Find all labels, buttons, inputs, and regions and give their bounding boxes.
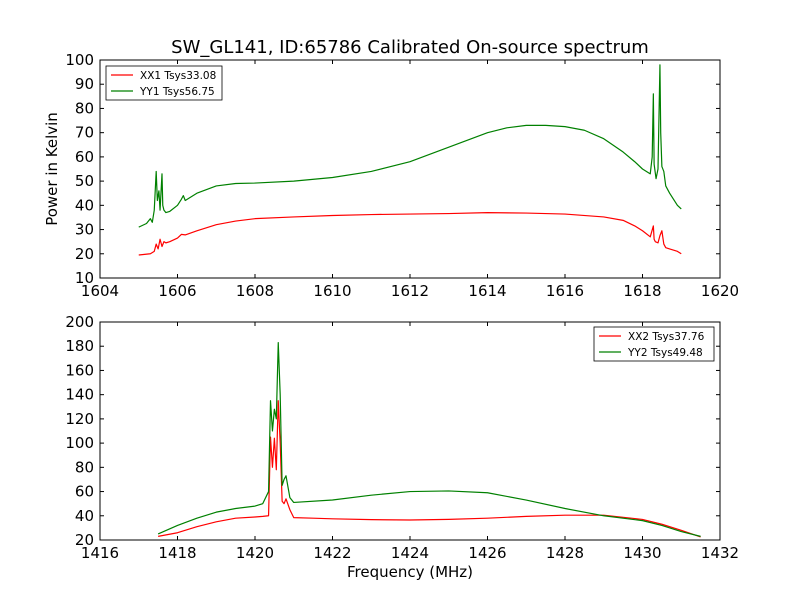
y-tick-label: 70: [75, 124, 94, 142]
figure-title: SW_GL141, ID:65786 Calibrated On-source …: [171, 37, 649, 58]
legend-label: XX2 Tsys37.76: [628, 331, 705, 343]
y-tick-label: 60: [75, 483, 94, 501]
legend-label: XX1 Tsys33.08: [140, 70, 216, 82]
x-tick-label: 1430: [623, 544, 661, 562]
x-tick-label: 1616: [546, 282, 584, 300]
y-tick-label: 160: [65, 361, 94, 379]
y-tick-label: 140: [65, 386, 94, 404]
x-tick-label: 1620: [701, 282, 739, 300]
legend: XX2 Tsys37.76 YY2 Tsys49.48: [593, 326, 715, 362]
x-tick-label: 1422: [313, 544, 351, 562]
bottom-spectrum-panel: 1416 1418 1420 1422 1424 1426 1428 1430 1432 20 40…: [65, 313, 739, 581]
x-axis-label: Frequency (MHz): [347, 563, 473, 581]
legend-label: YY2 Tsys49.48: [627, 347, 703, 359]
x-tick-label: 1610: [313, 282, 351, 300]
x-tick-label: 1420: [236, 544, 274, 562]
x-tick-label: 1618: [623, 282, 661, 300]
top-spectrum-panel: 1604 1606 1608 1610 1612 1614 1616 1618 1620 10 20…: [43, 51, 739, 300]
series-line-yy: [138, 64, 682, 228]
series-line-xx: [138, 212, 682, 256]
y-tick-label: 20: [75, 245, 94, 263]
series-line-xx: [158, 400, 701, 538]
y-tick-label: 100: [65, 434, 94, 452]
x-tick-label: 1424: [391, 544, 429, 562]
y-tick-label: 90: [75, 75, 94, 93]
legend: XX1 Tsys33.08 YY1 Tsys56.75: [105, 65, 223, 101]
legend-label: YY1 Tsys56.75: [139, 86, 215, 98]
x-tick-label: 1612: [391, 282, 429, 300]
y-tick-label: 100: [65, 51, 94, 69]
x-tick-label: 1418: [158, 544, 196, 562]
y-tick-label: 30: [75, 221, 94, 239]
legend-box: [593, 326, 715, 362]
x-tick-label: 1428: [546, 544, 584, 562]
x-tick-label: 1432: [701, 544, 739, 562]
y-tick-label: 60: [75, 148, 94, 166]
x-tick-label: 1426: [468, 544, 506, 562]
series-line-yy: [157, 341, 701, 537]
y-tick-label: 40: [75, 196, 94, 214]
y-tick-label: 10: [75, 269, 94, 287]
y-axis-label: Power in Kelvin: [43, 112, 61, 226]
y-tick-label: 20: [75, 531, 94, 549]
y-tick-label: 50: [75, 172, 94, 190]
y-tick-label: 80: [75, 458, 94, 476]
x-tick-label: 1614: [468, 282, 506, 300]
x-tick-label: 1604: [81, 282, 119, 300]
y-tick-label: 120: [65, 410, 94, 428]
legend-box: [105, 65, 223, 101]
y-tick-label: 200: [65, 313, 94, 331]
y-tick-label: 40: [75, 507, 94, 525]
y-tick-label: 80: [75, 99, 94, 117]
x-tick-label: 1416: [81, 544, 119, 562]
x-tick-label: 1608: [236, 282, 274, 300]
x-tick-label: 1606: [158, 282, 196, 300]
y-tick-label: 180: [65, 337, 94, 355]
